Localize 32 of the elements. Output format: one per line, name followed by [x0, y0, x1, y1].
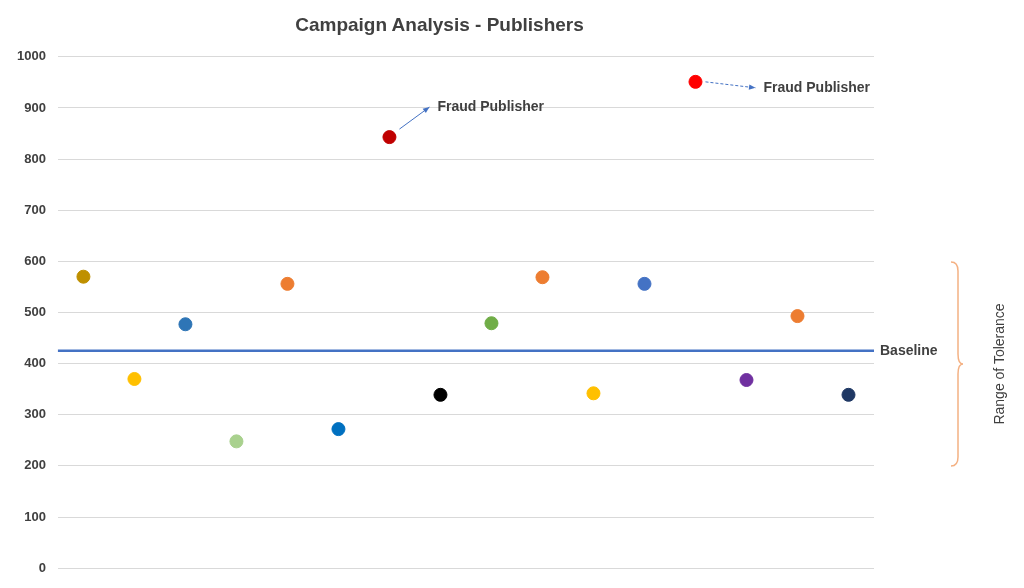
annotation: Fraud Publisher [437, 97, 545, 114]
point [229, 434, 244, 449]
point [127, 371, 142, 386]
y-tick-label: 600 [24, 252, 46, 268]
ref-line-label: Baseline [880, 341, 938, 358]
point [382, 130, 397, 145]
point [841, 387, 856, 402]
chart-title: Campaign Analysis - Publishers [295, 13, 584, 35]
y-tick-label: 200 [24, 457, 46, 473]
y-tick-label: 300 [24, 406, 46, 422]
point [586, 386, 601, 401]
y-tick-label: 900 [24, 99, 46, 115]
point [790, 309, 805, 324]
point [688, 74, 703, 89]
y-tick-label: 700 [24, 201, 46, 217]
y-tick-label: 1000 [17, 48, 46, 64]
text: Range of Tolerance [990, 303, 1007, 425]
point [280, 276, 295, 291]
point [433, 387, 448, 402]
y-tick-label: 400 [24, 355, 46, 371]
y-tick-label: 800 [24, 150, 46, 166]
y-tick-label: 500 [24, 304, 46, 320]
y-tick-label: 100 [24, 508, 46, 524]
point [76, 269, 91, 284]
point [178, 317, 193, 332]
point [484, 316, 499, 331]
point [637, 276, 652, 291]
point [331, 422, 346, 437]
y-tick-label: 0 [38, 559, 46, 575]
annotation: Fraud Publisher [763, 78, 871, 95]
point [739, 373, 754, 388]
point [535, 270, 550, 285]
